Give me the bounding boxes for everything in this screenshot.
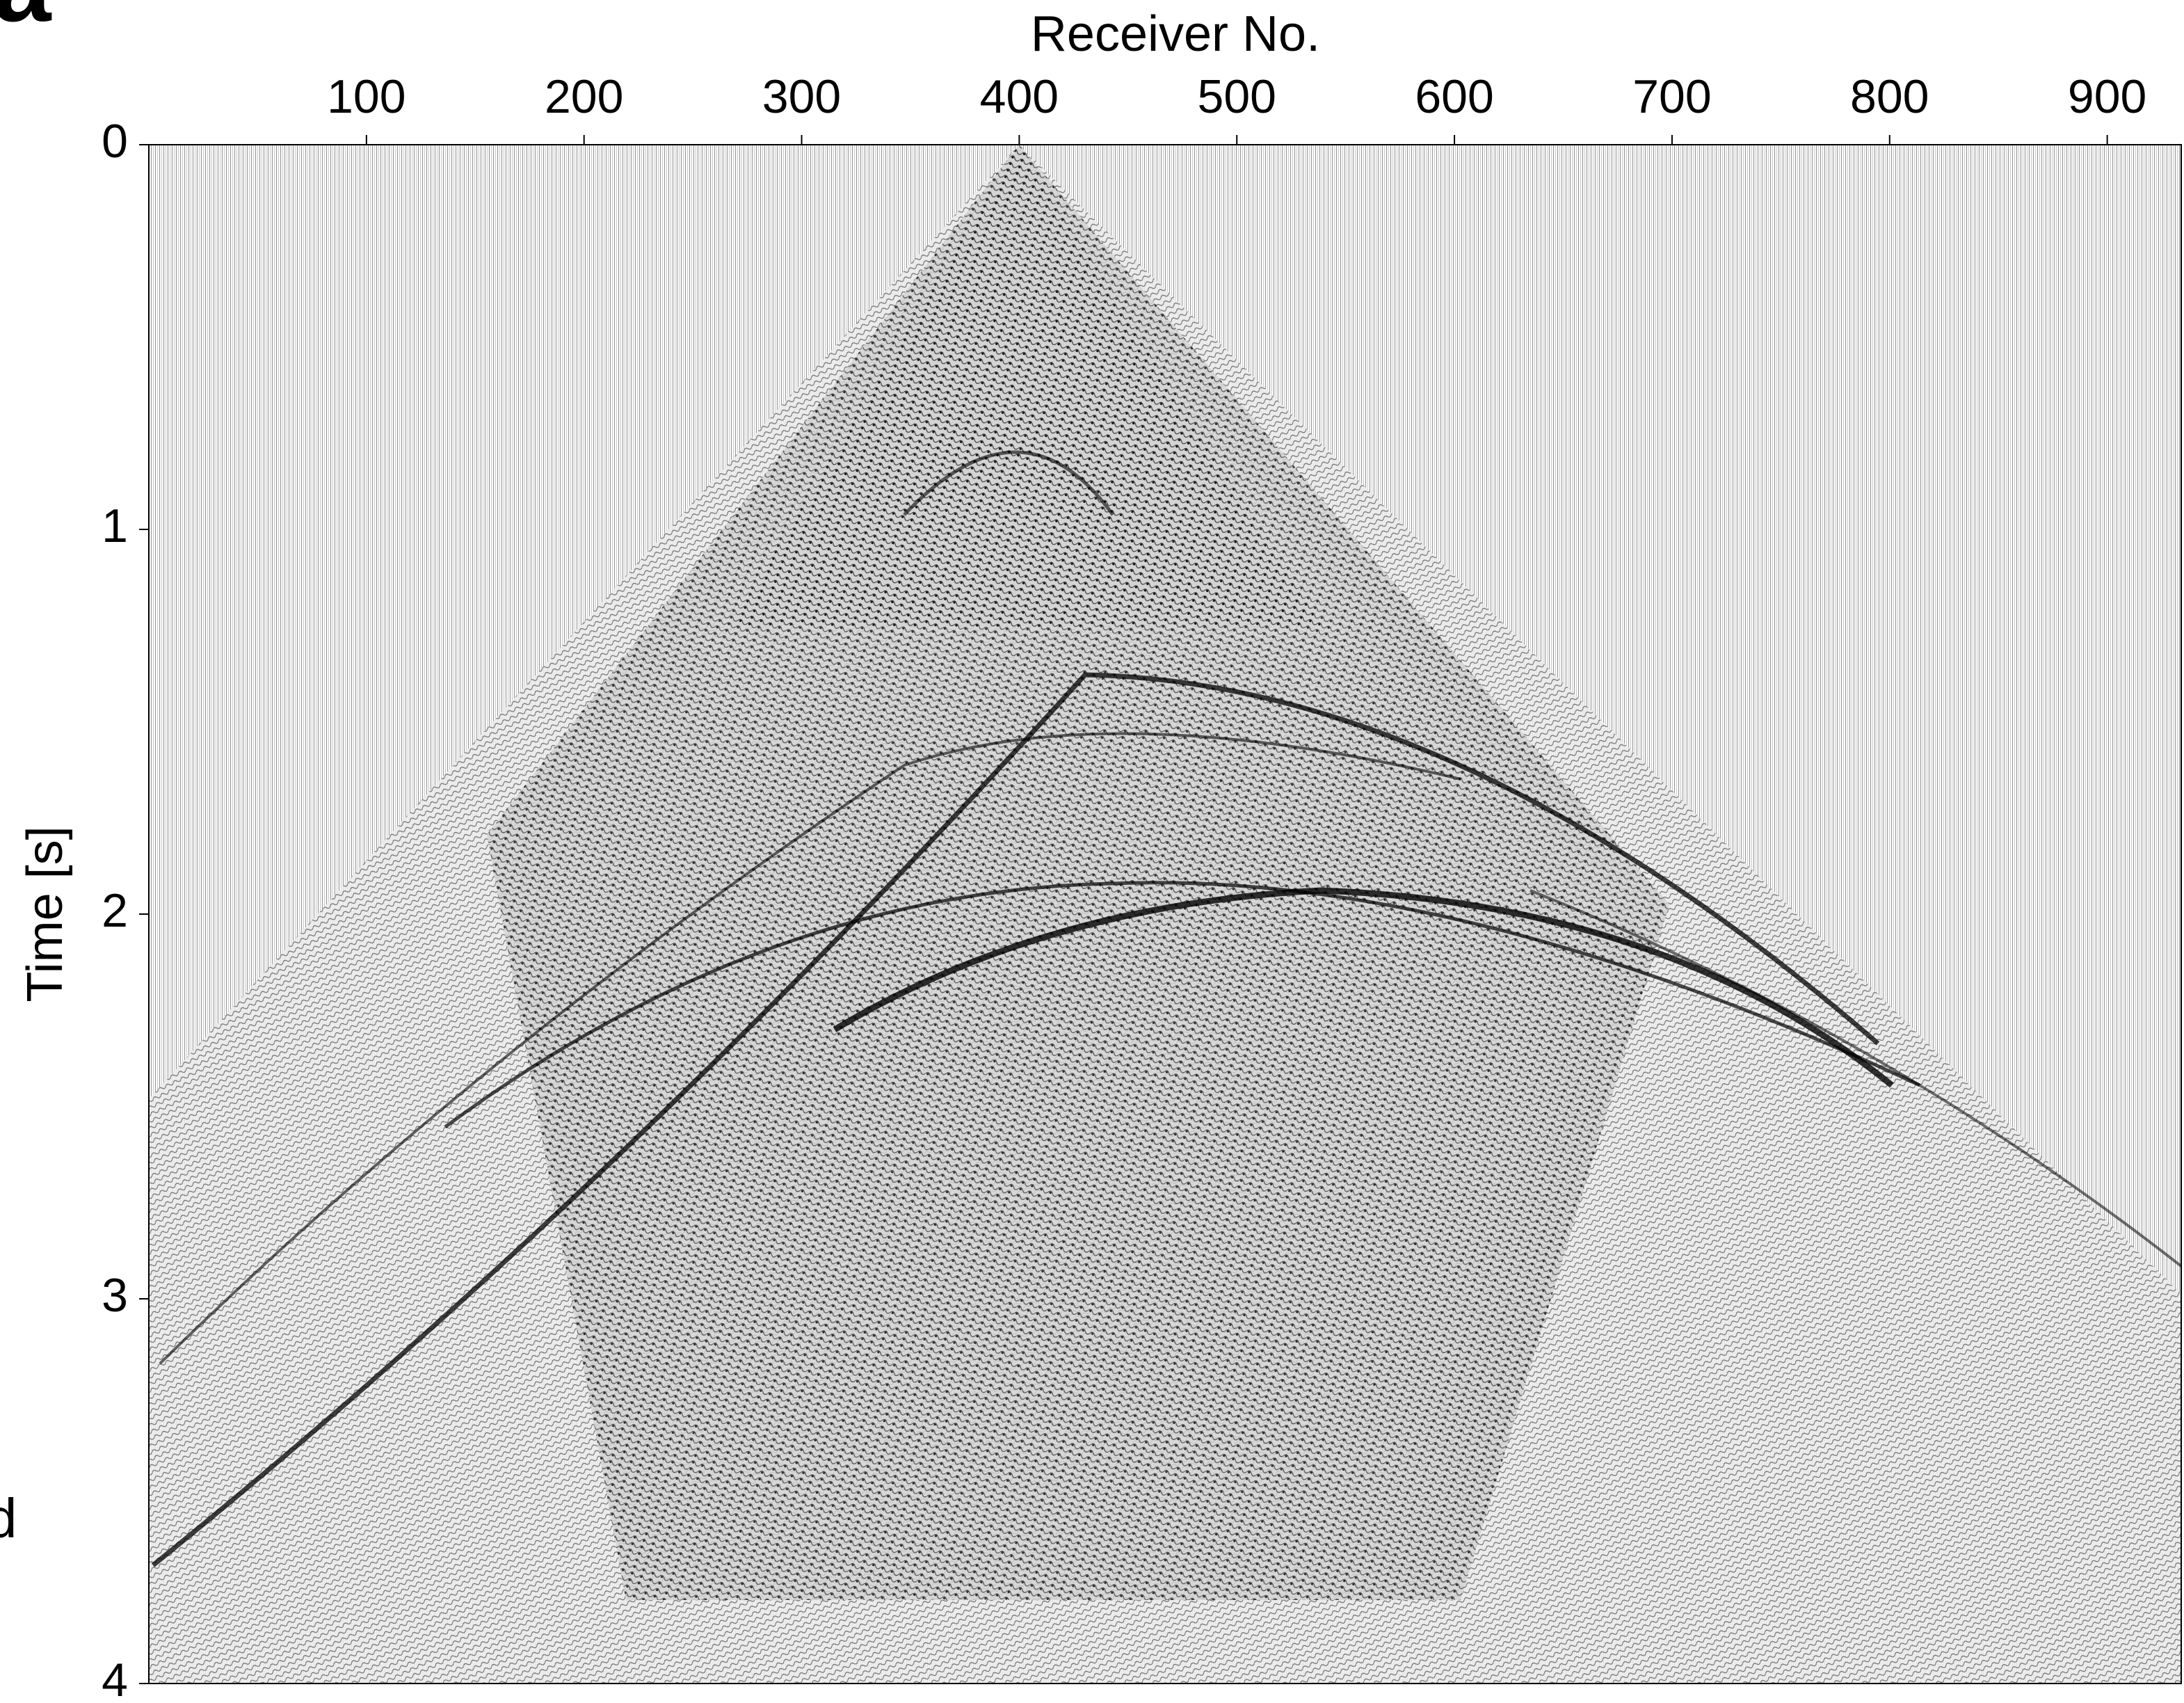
y-tick-label: 0 (102, 115, 128, 168)
x-tick-label: 400 (980, 70, 1059, 123)
x-tick-label: 600 (1415, 70, 1493, 123)
corner-fragment: a (0, 0, 52, 43)
x-axis-title: Receiver No. (1031, 6, 1320, 62)
y-tick-label: 2 (102, 884, 128, 937)
y-tick-label: 4 (102, 1654, 128, 1703)
x-tick-label: 500 (1198, 70, 1276, 123)
x-tick-label: 800 (1850, 70, 1929, 123)
y-tick-label: 1 (102, 499, 128, 552)
y-axis-title: Time [s] (17, 826, 73, 1002)
x-tick-label: 200 (545, 70, 623, 123)
side-fragment: d (0, 1487, 17, 1549)
y-tick-label: 3 (102, 1269, 128, 1322)
x-tick-label: 300 (762, 70, 841, 123)
gather-texture (149, 145, 2181, 1684)
x-tick-label: 900 (2068, 70, 2146, 123)
x-tick-label: 100 (327, 70, 406, 123)
x-tick-label: 700 (1632, 70, 1711, 123)
